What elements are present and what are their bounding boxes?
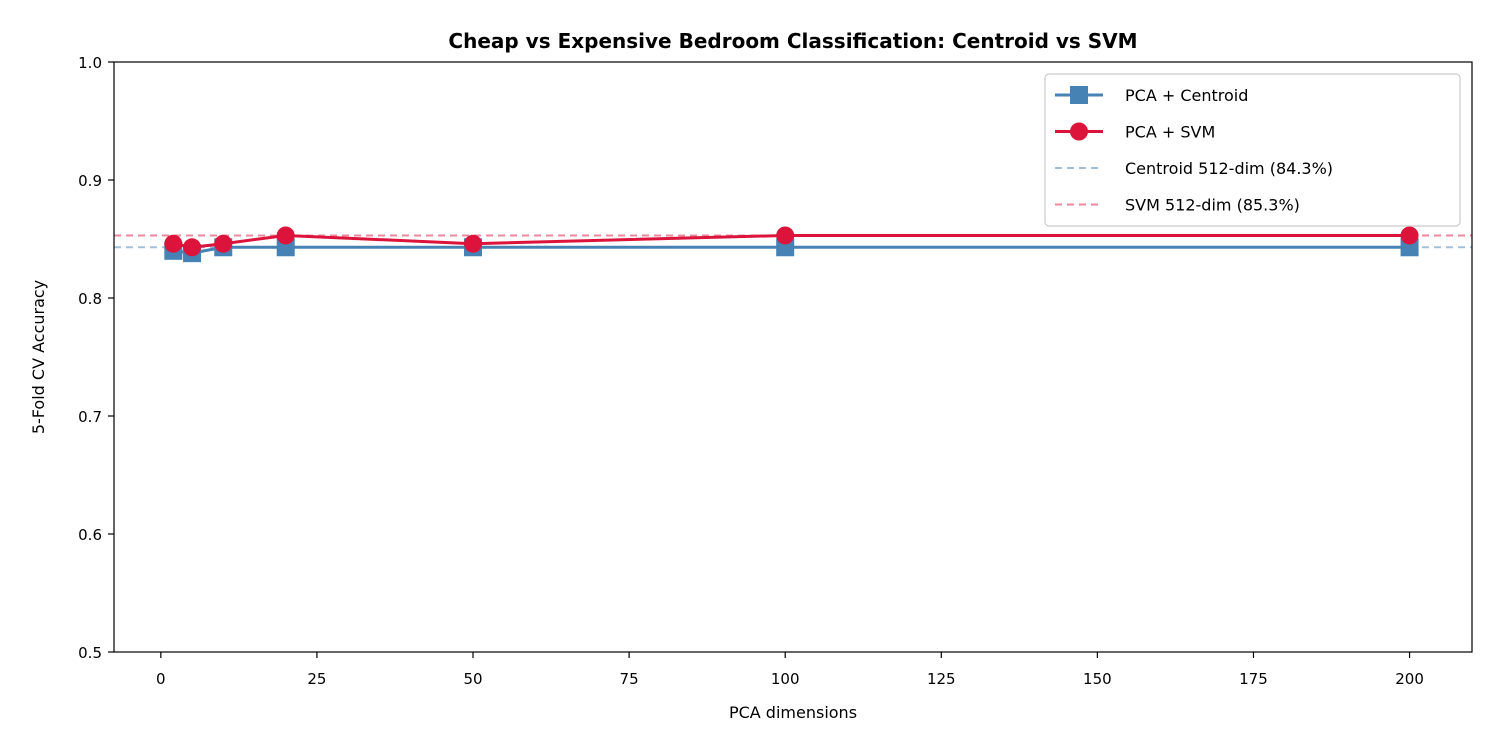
x-tick-label: 75 [620, 670, 639, 688]
x-axis-label: PCA dimensions [729, 703, 857, 722]
x-tick-label: 200 [1395, 670, 1424, 688]
series-1 [164, 226, 1419, 257]
legend: PCA + Centroid PCA + SVM Centroid 512-dim … [1044, 73, 1461, 227]
data-point-circle [276, 226, 295, 245]
y-tick-label: 0.6 [78, 526, 102, 544]
legend-box [1044, 73, 1461, 227]
x-tick-label: 125 [927, 670, 956, 688]
data-point-circle [464, 234, 483, 253]
y-tick-label: 0.9 [78, 172, 102, 190]
data-point-circle [1400, 226, 1419, 245]
x-tick-label: 100 [771, 670, 800, 688]
x-tick-label: 0 [156, 670, 166, 688]
data-point-circle [164, 234, 183, 253]
x-tick-label: 150 [1083, 670, 1112, 688]
y-tick-label: 1.0 [78, 54, 102, 72]
legend-label: PCA + Centroid [1125, 86, 1248, 105]
y-tick-label: 0.5 [78, 644, 102, 662]
plot-area: 0 25 50 75 100 125 150 175 200 0.5 0.6 0.7 0.8 0.9 1.0 [78, 54, 1473, 688]
data-point-circle [214, 234, 233, 253]
y-axis-label: 5-Fold CV Accuracy [29, 280, 48, 434]
y-tick-label: 0.7 [78, 408, 102, 426]
legend-label: SVM 512-dim (85.3%) [1125, 196, 1300, 215]
legend-label: PCA + SVM [1125, 123, 1215, 142]
x-tick-label: 50 [463, 670, 482, 688]
data-point-circle [183, 238, 202, 257]
y-tick-label: 0.8 [78, 290, 102, 308]
plot-frame [113, 61, 1473, 653]
x-tick-label: 175 [1239, 670, 1268, 688]
legend-label: Centroid 512-dim (84.3%) [1125, 159, 1333, 178]
legend-square-marker [1070, 86, 1088, 104]
chart-title: Cheap vs Expensive Bedroom Classificatio… [448, 29, 1137, 53]
data-point-circle [776, 226, 795, 245]
x-tick-label: 25 [307, 670, 326, 688]
legend-circle-marker [1070, 122, 1088, 141]
